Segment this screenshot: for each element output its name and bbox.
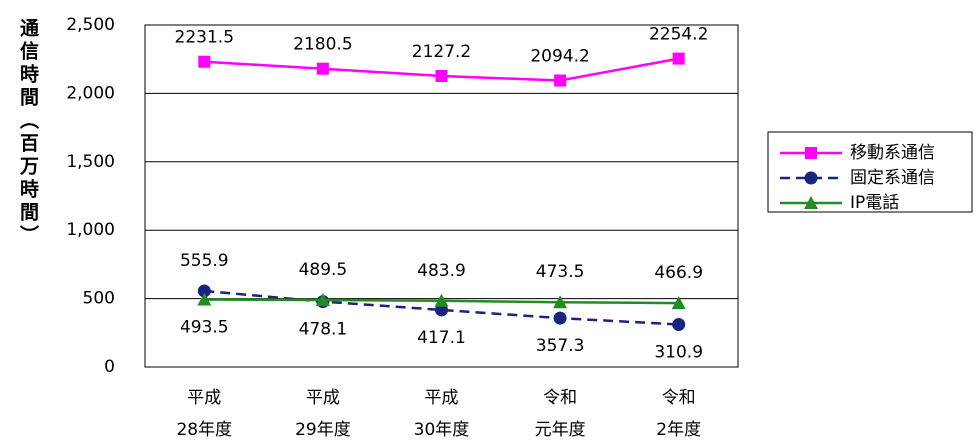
marker	[316, 62, 329, 75]
data-label: 473.5	[536, 262, 585, 282]
marker	[553, 295, 568, 309]
marker	[672, 317, 686, 331]
data-label: 357.3	[536, 336, 585, 356]
x-tick-label: 平成 28年度	[176, 388, 232, 440]
y-tick-label: 2,000	[66, 83, 115, 103]
data-label: 310.9	[654, 342, 703, 362]
marker	[315, 293, 330, 307]
y-axis-label: 通信時間（百万時間）	[17, 18, 40, 248]
data-label: 493.5	[180, 317, 229, 337]
data-label: 555.9	[180, 251, 229, 271]
data-label: 2180.5	[293, 35, 352, 55]
marker	[434, 293, 449, 307]
y-tick-label: 500	[83, 289, 115, 309]
marker	[553, 311, 567, 325]
marker	[804, 171, 818, 185]
marker	[672, 52, 685, 65]
marker	[197, 292, 212, 306]
y-tick-label: 1,500	[66, 152, 115, 172]
x-tick-label: 令和元年度	[535, 388, 586, 440]
marker	[805, 147, 817, 159]
data-label: 417.1	[417, 328, 466, 348]
data-label: 489.5	[299, 260, 348, 280]
legend-label: 固定系通信	[850, 168, 935, 188]
x-tick-label: 平成 29年度	[295, 388, 351, 440]
x-tick-label: 令和 2年度	[656, 388, 701, 440]
x-tick-label: 平成 30年度	[414, 388, 470, 440]
data-label: 2231.5	[175, 28, 234, 48]
marker	[197, 284, 211, 298]
marker	[804, 196, 818, 209]
legend-label: IP電話	[850, 193, 899, 213]
data-label: 2127.2	[412, 42, 471, 62]
y-tick-label: 1,000	[66, 220, 115, 240]
data-label: 478.1	[299, 320, 348, 340]
legend-label: 移動系通信	[850, 143, 935, 163]
data-label: 466.9	[654, 263, 703, 283]
legend-box	[767, 131, 973, 213]
data-label: 2254.2	[649, 25, 708, 45]
data-label: 2094.2	[530, 47, 589, 67]
marker	[554, 74, 567, 87]
marker	[435, 69, 448, 82]
data-label: 483.9	[417, 261, 466, 281]
y-tick-label: 2,500	[66, 15, 115, 35]
marker	[671, 296, 686, 310]
y-tick-label: 0	[104, 357, 115, 377]
marker	[198, 55, 211, 68]
